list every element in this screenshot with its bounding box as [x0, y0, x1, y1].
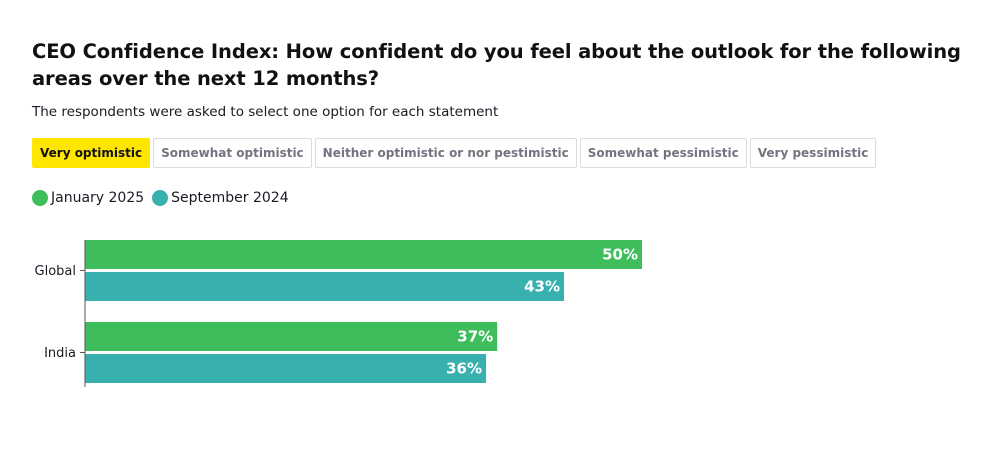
data-label-india-january-2025: 37%: [457, 328, 493, 346]
chart-legend: January 2025 September 2024: [32, 190, 297, 206]
bar-chart: 50% 43% Global 37% 36% India: [35, 240, 642, 387]
y-tick-label-global: Global: [35, 264, 76, 279]
bar-global-september-2024[interactable]: [85, 272, 565, 301]
tab-very-optimistic[interactable]: Very optimistic: [32, 138, 151, 168]
legend-item-september-2024[interactable]: September 2024: [152, 190, 289, 206]
tab-neither[interactable]: Neither optimistic or nor pestimistic: [314, 138, 577, 168]
tab-very-pessimistic[interactable]: Very pessimistic: [749, 138, 877, 168]
data-label-india-september-2024: 36%: [446, 360, 482, 378]
legend-swatch-september-2024: [152, 190, 169, 206]
legend-label-january-2025: January 2025: [51, 190, 145, 206]
tab-somewhat-pessimistic[interactable]: Somewhat pessimistic: [579, 138, 747, 168]
data-label-global-september-2024: 43%: [524, 278, 560, 296]
bar-india-september-2024[interactable]: [85, 354, 487, 383]
y-tick-label-india: India: [44, 346, 76, 361]
legend-label-september-2024: September 2024: [171, 190, 289, 206]
chart-subtitle: The respondents were asked to select one…: [32, 104, 499, 120]
response-filter-tabs: Very optimistic Somewhat optimistic Neit…: [32, 138, 877, 168]
chart-title: CEO Confidence Index: How confident do y…: [32, 40, 961, 90]
bar-india-january-2025[interactable]: [85, 322, 498, 351]
tab-somewhat-optimistic[interactable]: Somewhat optimistic: [153, 138, 312, 168]
legend-item-january-2025[interactable]: January 2025: [32, 190, 144, 206]
data-label-global-january-2025: 50%: [602, 246, 638, 264]
bar-global-january-2025[interactable]: [85, 240, 642, 269]
legend-swatch-january-2025: [32, 190, 48, 206]
